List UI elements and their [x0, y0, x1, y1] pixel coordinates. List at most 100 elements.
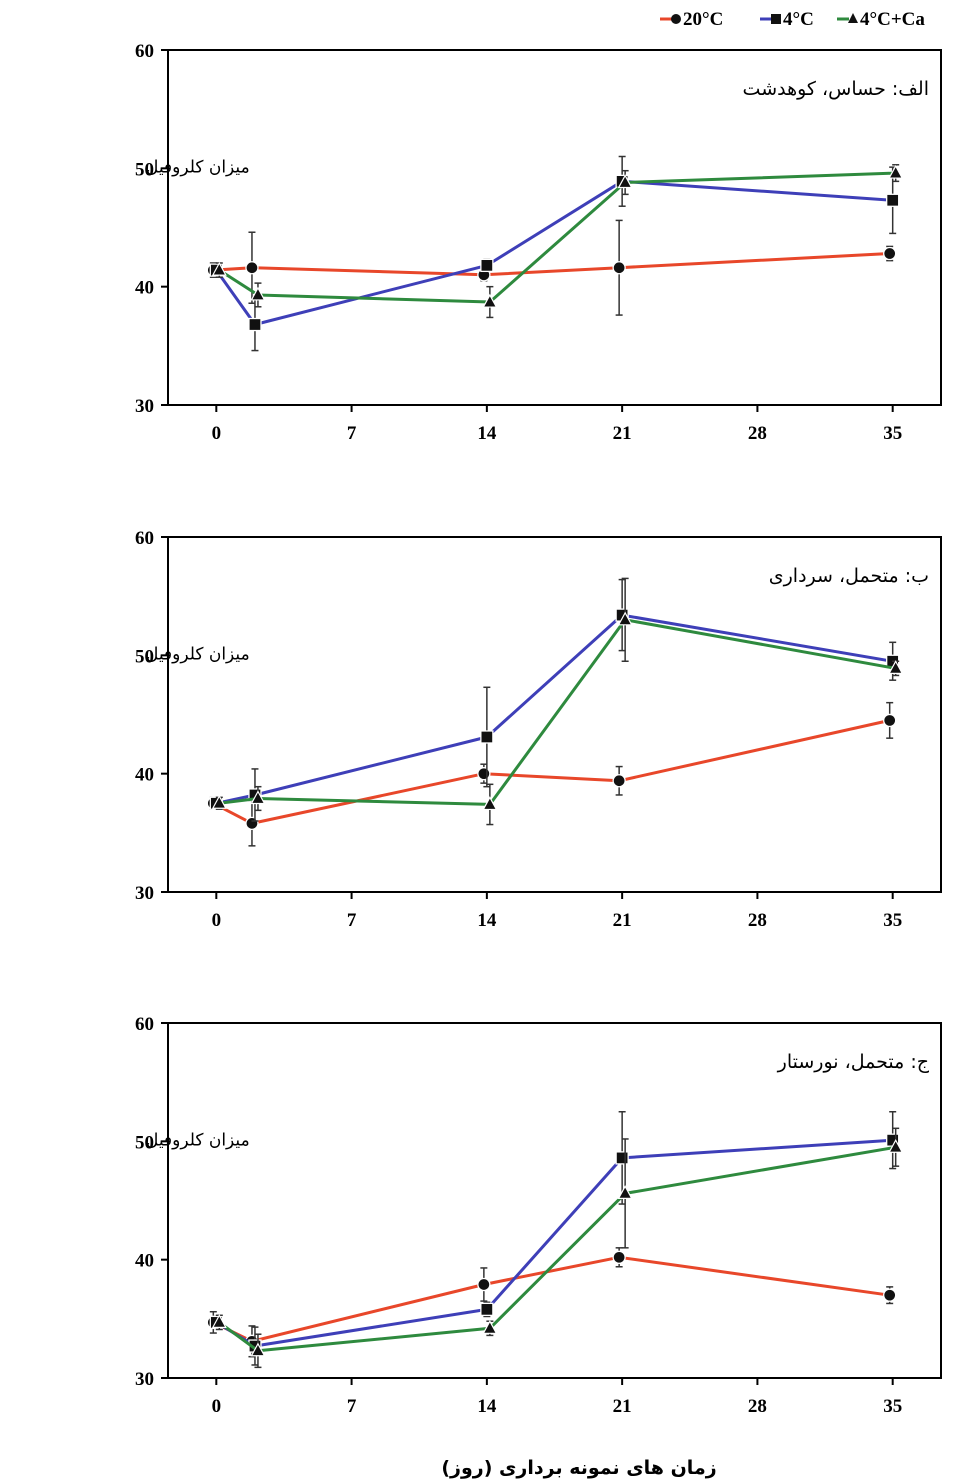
x-axis-title: زمان های نمونه برداری (روز)	[441, 1457, 716, 1479]
data-point	[888, 164, 904, 179]
data-point	[477, 767, 491, 781]
series-4-c-ca	[211, 164, 904, 319]
x-tick-label: 28	[748, 423, 767, 444]
panel-title: الف: حساس، کوهدشت	[743, 78, 929, 100]
data-point	[482, 1320, 498, 1334]
y-tick-label: 30	[135, 396, 154, 417]
series-20-c	[206, 219, 897, 316]
y-tick-label: 50	[135, 646, 154, 667]
x-tick-label: 0	[212, 910, 222, 931]
x-tick-label: 7	[347, 423, 357, 444]
series-line	[215, 179, 893, 326]
y-tick-label: 40	[135, 765, 154, 786]
data-point	[615, 1151, 629, 1165]
x-tick-label: 35	[883, 1396, 902, 1417]
data-point	[245, 261, 259, 275]
data-point	[477, 1277, 491, 1292]
x-tick-label: 0	[212, 1396, 222, 1417]
data-point	[886, 193, 900, 207]
data-point	[250, 790, 266, 805]
x-tick-label: 14	[477, 1396, 497, 1417]
data-point	[250, 1342, 266, 1357]
legend-item-4-c: 4°C	[760, 9, 814, 30]
data-point	[211, 794, 227, 809]
y-tick-label: 30	[135, 883, 154, 904]
x-tick-label: 21	[613, 910, 632, 931]
y-tick-label: 40	[135, 278, 154, 299]
series-line	[218, 1145, 896, 1353]
panel-title: ج: متحمل، نورستار	[777, 1051, 930, 1073]
x-tick-label: 28	[748, 1396, 767, 1417]
series-4-c	[209, 578, 900, 822]
legend-item-20-c: 20°C	[660, 9, 723, 30]
data-point	[211, 1314, 227, 1328]
data-point	[612, 1250, 626, 1264]
data-point	[617, 174, 633, 189]
data-point	[617, 1185, 633, 1200]
y-tick-label: 50	[135, 1132, 154, 1153]
legend-item-4-c-ca: 4°C+Ca	[837, 9, 925, 30]
y-tick-label: 50	[135, 159, 154, 180]
data-point	[883, 246, 897, 261]
data-point	[245, 816, 259, 831]
chart-panel-2: 30 40 50 60 0 7 14 21 28 35 میزان کلروفیل ب: متحمل،…	[135, 528, 942, 931]
series-4-c-ca	[211, 577, 904, 826]
x-tick-label: 35	[883, 423, 902, 444]
series-line	[215, 1138, 893, 1348]
y-tick-label: 40	[135, 1251, 154, 1272]
series-line	[212, 1255, 890, 1343]
data-point	[888, 1138, 904, 1153]
data-point	[883, 1288, 897, 1302]
x-tick-label: 0	[212, 423, 222, 444]
series-line	[213, 252, 890, 277]
series-4-c	[209, 155, 900, 352]
series-20-c	[206, 1247, 897, 1358]
data-point	[612, 261, 626, 275]
data-point	[888, 660, 904, 674]
series-line	[215, 613, 893, 805]
data-point	[612, 774, 626, 788]
data-point	[480, 730, 494, 744]
legend-marker	[848, 13, 858, 23]
legend: 20°C 4°C 4°C+Ca	[660, 9, 925, 30]
y-axis-label: میزان کلروفیل	[146, 158, 250, 178]
panel-title: ب: متحمل، سرداری	[769, 565, 929, 587]
plot-frame	[167, 536, 942, 893]
data-point	[482, 293, 498, 308]
data-point	[617, 611, 633, 626]
data-point	[480, 258, 494, 273]
x-tick-label: 7	[347, 1396, 357, 1417]
data-point	[482, 796, 498, 811]
x-tick-label: 7	[347, 910, 357, 931]
plot-frame	[167, 49, 942, 406]
legend-label: 4°C+Ca	[860, 9, 925, 30]
y-tick-label: 60	[135, 528, 154, 549]
y-tick-label: 60	[135, 1014, 154, 1035]
data-point	[211, 261, 227, 276]
y-tick-label: 60	[135, 41, 154, 62]
y-axis-label: میزان کلروفیل	[146, 1131, 250, 1151]
series-4-c-ca	[211, 1127, 904, 1369]
chart-panels: 30 40 50 60 0 7 14 21 28 35 میزان کلروفیل الف: حساس…	[135, 41, 942, 1417]
chart-panel-3: 30 40 50 60 0 7 14 21 28 35 میزان کلروفیل ج: متحمل،…	[135, 1014, 942, 1417]
legend-marker	[771, 14, 781, 24]
legend-label: 4°C	[783, 9, 814, 30]
data-point	[480, 1302, 494, 1317]
legend-marker	[671, 14, 681, 24]
plot-frame	[167, 1022, 942, 1379]
series-20-c	[206, 701, 897, 847]
x-tick-label: 14	[477, 910, 497, 931]
y-axis-label: میزان کلروفیل	[146, 645, 250, 665]
x-tick-label: 28	[748, 910, 767, 931]
x-tick-label: 21	[613, 1396, 632, 1417]
x-tick-label: 35	[883, 910, 902, 931]
data-point	[248, 317, 262, 332]
data-point	[883, 713, 897, 728]
chart-panel-1: 30 40 50 60 0 7 14 21 28 35 میزان کلروفیل الف: حساس…	[135, 41, 942, 444]
legend-label: 20°C	[683, 9, 723, 30]
x-tick-label: 14	[477, 423, 497, 444]
x-tick-label: 21	[613, 423, 632, 444]
series-line	[212, 718, 891, 825]
y-tick-label: 30	[135, 1369, 154, 1390]
